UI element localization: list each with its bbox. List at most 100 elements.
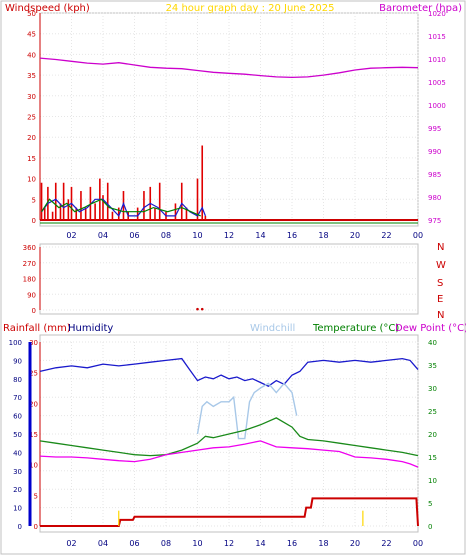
compass-label-n-bottom: N bbox=[437, 310, 444, 321]
p1-xtick-2: 06 bbox=[129, 231, 139, 240]
p3-xtick-1: 04 bbox=[98, 539, 108, 548]
rainfall-axis-label: Rainfall (mm) bbox=[3, 323, 71, 334]
p1-ytick-left-8: 40 bbox=[27, 51, 36, 59]
p3-ytick-rain-1: 5 bbox=[34, 492, 38, 500]
p3-ytick-temp-8: 40 bbox=[428, 339, 437, 347]
p1-xtick-10: 22 bbox=[381, 231, 391, 240]
wind-average-line bbox=[41, 198, 206, 218]
p3-xtick-6: 14 bbox=[255, 539, 265, 548]
p3-xtick-11: 00 bbox=[413, 539, 423, 548]
p2-ytick-4: 360 bbox=[23, 244, 36, 252]
wind-base-line bbox=[41, 198, 201, 217]
dewpoint-line bbox=[39, 440, 419, 468]
barometer-line bbox=[39, 57, 419, 79]
p1-xtick-11: 00 bbox=[413, 231, 423, 240]
p2-ytick-0: 0 bbox=[32, 307, 36, 315]
p3-ytick-humidity-5: 50 bbox=[13, 431, 22, 439]
p1-ytick-right-8: 1015 bbox=[428, 33, 446, 41]
temperature-line bbox=[39, 417, 419, 457]
temperature-axis-label: Temperature (°C) bbox=[312, 323, 399, 334]
p3-ytick-temp-5: 25 bbox=[428, 408, 437, 416]
p1-ytick-left-0: 0 bbox=[32, 217, 36, 225]
p3-ytick-rain-5: 25 bbox=[29, 370, 38, 378]
windchill-line bbox=[196, 382, 298, 440]
p3-ytick-humidity-0: 0 bbox=[18, 523, 22, 531]
p1-xtick-9: 20 bbox=[350, 231, 360, 240]
p1-ytick-right-7: 1010 bbox=[428, 56, 446, 64]
p3-ytick-humidity-7: 70 bbox=[13, 394, 22, 402]
p1-ytick-right-0: 975 bbox=[428, 217, 441, 225]
humidity-axis-label: Humidity bbox=[68, 323, 113, 334]
p1-ytick-left-6: 30 bbox=[27, 93, 36, 101]
windchill-label: Windchill bbox=[250, 323, 295, 334]
p3-ytick-temp-7: 35 bbox=[428, 362, 437, 370]
p1-ytick-right-4: 995 bbox=[428, 125, 441, 133]
rainfall-line bbox=[40, 497, 419, 527]
p1-ytick-left-2: 10 bbox=[27, 176, 36, 184]
p2-ytick-1: 90 bbox=[27, 291, 36, 299]
p1-ytick-left-3: 15 bbox=[27, 155, 36, 163]
compass-label-n-top: N bbox=[437, 242, 444, 253]
panel-wind-frame bbox=[39, 12, 419, 227]
p1-ytick-left-10: 50 bbox=[27, 10, 36, 18]
chart-marks: 0510152025303540455097598098599099510001… bbox=[9, 10, 446, 548]
p1-ytick-left-7: 35 bbox=[27, 72, 36, 80]
p3-ytick-humidity-10: 100 bbox=[9, 339, 22, 347]
windspeed-axis-label: Windspeed (kph) bbox=[5, 3, 90, 14]
p1-ytick-left-4: 20 bbox=[27, 134, 36, 142]
p2-ytick-2: 180 bbox=[23, 276, 36, 284]
barometer-axis-label: Barometer (hpa) bbox=[379, 3, 462, 14]
p3-xtick-8: 18 bbox=[318, 539, 328, 548]
p1-ytick-left-1: 5 bbox=[32, 196, 36, 204]
p3-ytick-rain-3: 15 bbox=[29, 431, 38, 439]
p3-ytick-temp-1: 5 bbox=[428, 500, 432, 508]
p1-xtick-8: 18 bbox=[318, 231, 328, 240]
p3-ytick-temp-0: 0 bbox=[428, 523, 432, 531]
p1-xtick-3: 08 bbox=[161, 231, 171, 240]
p1-ytick-left-9: 45 bbox=[27, 31, 36, 39]
wind-direction-point-0 bbox=[196, 307, 199, 311]
chart-title: 24 hour graph day : 20 June 2025 bbox=[166, 3, 335, 14]
compass-label-e: E bbox=[437, 294, 443, 305]
p1-ytick-right-2: 985 bbox=[428, 171, 441, 179]
p3-xtick-3: 08 bbox=[161, 539, 171, 548]
p3-ytick-temp-3: 15 bbox=[428, 454, 437, 462]
p1-ytick-right-5: 1000 bbox=[428, 102, 446, 110]
p1-ytick-right-9: 1020 bbox=[428, 10, 446, 18]
wind-direction-point-1 bbox=[200, 307, 204, 311]
p3-ytick-humidity-2: 20 bbox=[13, 486, 22, 494]
p3-xtick-5: 12 bbox=[224, 539, 234, 548]
p3-ytick-humidity-1: 10 bbox=[13, 505, 22, 513]
p1-xtick-7: 16 bbox=[287, 231, 297, 240]
p1-ytick-right-3: 990 bbox=[428, 148, 441, 156]
p3-ytick-rain-2: 10 bbox=[29, 462, 38, 470]
p3-xtick-7: 16 bbox=[287, 539, 297, 548]
p3-ytick-humidity-4: 40 bbox=[13, 449, 22, 457]
p1-ytick-left-5: 25 bbox=[27, 114, 36, 122]
p1-ytick-right-1: 980 bbox=[428, 194, 441, 202]
p3-xtick-10: 22 bbox=[381, 539, 391, 548]
p3-ytick-rain-0: 0 bbox=[34, 523, 38, 531]
p3-ytick-humidity-9: 90 bbox=[13, 357, 22, 365]
p3-ytick-humidity-3: 30 bbox=[13, 468, 22, 476]
compass-label-w: W bbox=[436, 260, 446, 271]
humidity-line bbox=[39, 357, 419, 387]
p3-ytick-humidity-8: 80 bbox=[13, 376, 22, 384]
p3-xtick-4: 10 bbox=[192, 539, 202, 548]
p3-ytick-temp-6: 30 bbox=[428, 385, 437, 393]
p3-xtick-0: 02 bbox=[66, 539, 76, 548]
p3-xtick-2: 06 bbox=[129, 539, 139, 548]
p3-ytick-temp-4: 20 bbox=[428, 431, 437, 439]
p3-ytick-humidity-6: 60 bbox=[13, 413, 22, 421]
p1-xtick-0: 02 bbox=[66, 231, 76, 240]
p3-ytick-rain-4: 20 bbox=[29, 400, 38, 408]
p3-xtick-9: 20 bbox=[350, 539, 360, 548]
compass-label-s: S bbox=[437, 278, 443, 289]
p1-xtick-4: 10 bbox=[192, 231, 202, 240]
p3-ytick-temp-2: 10 bbox=[428, 477, 437, 485]
p3-ytick-rain-6: 30 bbox=[29, 339, 38, 347]
p2-ytick-3: 270 bbox=[23, 260, 36, 268]
